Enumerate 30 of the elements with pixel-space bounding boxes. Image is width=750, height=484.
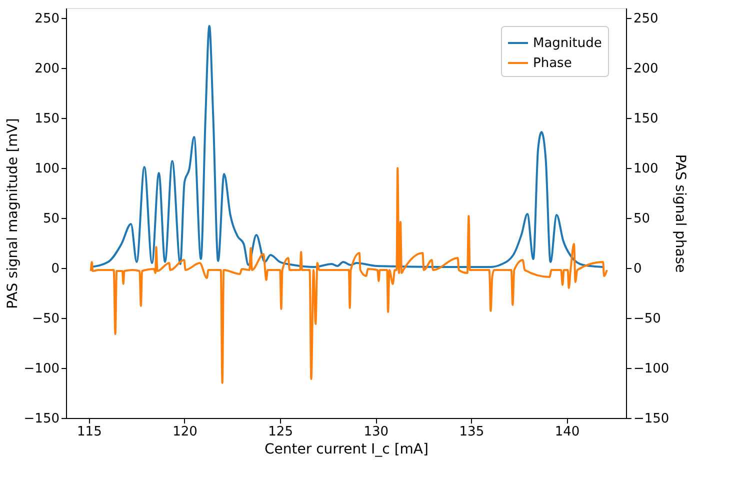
legend-label: Phase: [533, 56, 572, 71]
y-tick-label: −100: [24, 362, 60, 376]
y2-tick-label: 0: [634, 262, 642, 276]
y2-tick-label: 150: [634, 112, 658, 126]
x-tick-label: 120: [172, 424, 198, 440]
y2-tick-label: 100: [634, 162, 658, 176]
y-tick-label: −50: [32, 312, 60, 326]
y-tick-label: −150: [24, 412, 60, 426]
y2-tick-label: 200: [634, 62, 658, 76]
x-tick-label: 125: [268, 424, 293, 440]
y2-tick-label: 250: [634, 12, 658, 26]
y-tick-label: 50: [42, 212, 60, 226]
line-series: [90, 167, 608, 384]
y2-tick-label: −100: [634, 362, 670, 376]
x-axis-title: Center current I_c [mA]: [264, 442, 428, 458]
y2-tick-label: 50: [634, 212, 650, 226]
y-tick-label: 100: [34, 162, 60, 176]
y-axis-title: PAS signal magnitude [mV]: [4, 118, 21, 309]
y2-axis-title: PAS signal phase: [672, 154, 688, 273]
y-tick-label: 150: [34, 112, 60, 126]
y-tick-label: 0: [51, 262, 60, 276]
x-tick-label: 115: [77, 424, 102, 440]
y2-tick-label: −150: [634, 412, 670, 426]
legend-label: Magnitude: [533, 36, 602, 51]
x-tick-label: 130: [364, 424, 389, 440]
y-tick-label: 250: [34, 12, 60, 26]
y-tick-label: 200: [34, 62, 60, 76]
x-tick-label: 140: [554, 424, 580, 440]
y2-tick-label: −50: [634, 312, 661, 326]
x-tick-label: 135: [459, 424, 484, 440]
